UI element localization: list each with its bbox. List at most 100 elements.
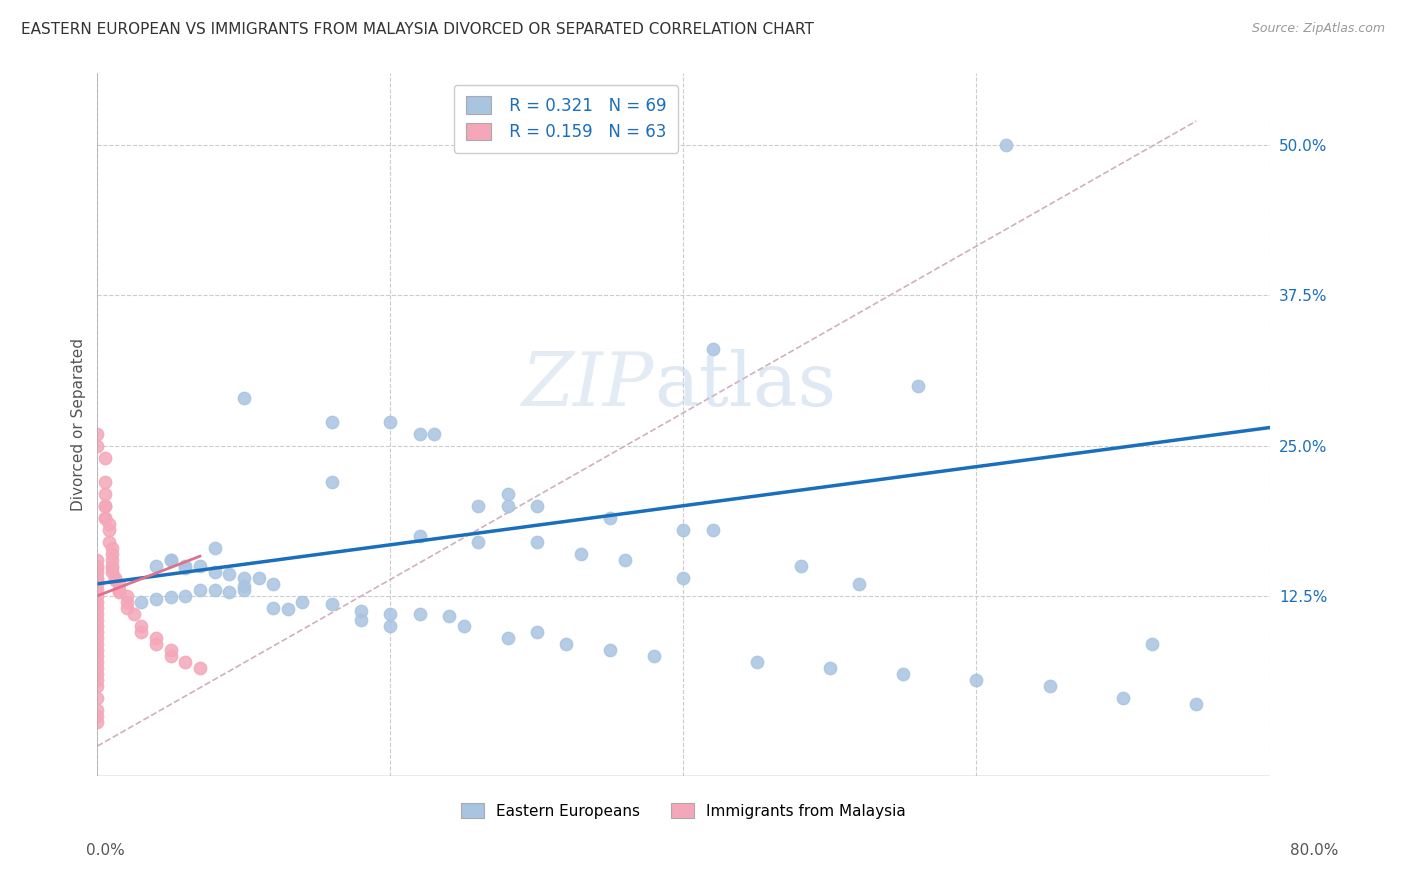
- Point: [86, 661, 108, 675]
- Point: [702, 343, 724, 357]
- Point: [159, 553, 181, 567]
- Point: [569, 547, 592, 561]
- Point: [818, 661, 841, 675]
- Point: [86, 577, 108, 591]
- Point: [380, 415, 402, 429]
- Point: [613, 553, 636, 567]
- Point: [262, 600, 284, 615]
- Point: [380, 607, 402, 621]
- Point: [159, 643, 181, 657]
- Point: [108, 577, 131, 591]
- Point: [188, 582, 211, 597]
- Point: [672, 523, 695, 537]
- Point: [218, 585, 240, 599]
- Point: [467, 499, 489, 513]
- Point: [702, 523, 724, 537]
- Point: [93, 510, 115, 524]
- Point: [86, 613, 108, 627]
- Point: [159, 590, 181, 604]
- Point: [262, 577, 284, 591]
- Text: ZIP: ZIP: [522, 350, 654, 422]
- Point: [891, 667, 914, 681]
- Point: [101, 541, 124, 555]
- Point: [496, 631, 519, 645]
- Point: [86, 691, 108, 706]
- Point: [104, 571, 127, 585]
- Point: [115, 589, 138, 603]
- Point: [848, 577, 870, 591]
- Point: [174, 561, 197, 575]
- Point: [86, 655, 108, 669]
- Point: [409, 426, 432, 441]
- Point: [86, 667, 108, 681]
- Y-axis label: Divorced or Separated: Divorced or Separated: [72, 338, 86, 511]
- Point: [86, 643, 108, 657]
- Point: [86, 565, 108, 579]
- Point: [86, 619, 108, 633]
- Point: [86, 582, 108, 597]
- Point: [101, 565, 124, 579]
- Point: [145, 592, 167, 607]
- Point: [145, 631, 167, 645]
- Point: [86, 571, 108, 585]
- Point: [93, 499, 115, 513]
- Point: [115, 600, 138, 615]
- Point: [93, 475, 115, 489]
- Legend: Eastern Europeans, Immigrants from Malaysia: Eastern Europeans, Immigrants from Malay…: [456, 797, 912, 825]
- Point: [86, 703, 108, 717]
- Point: [1185, 697, 1208, 711]
- Point: [98, 516, 121, 531]
- Point: [218, 567, 240, 582]
- Point: [145, 558, 167, 573]
- Point: [108, 582, 131, 597]
- Point: [159, 553, 181, 567]
- Point: [526, 534, 548, 549]
- Point: [145, 637, 167, 651]
- Point: [86, 439, 108, 453]
- Text: EASTERN EUROPEAN VS IMMIGRANTS FROM MALAYSIA DIVORCED OR SEPARATED CORRELATION C: EASTERN EUROPEAN VS IMMIGRANTS FROM MALA…: [21, 22, 814, 37]
- Text: atlas: atlas: [654, 349, 837, 422]
- Point: [86, 589, 108, 603]
- Point: [204, 541, 226, 555]
- Point: [599, 510, 621, 524]
- Point: [1112, 691, 1135, 706]
- Point: [907, 378, 929, 392]
- Point: [101, 553, 124, 567]
- Point: [86, 637, 108, 651]
- Point: [204, 565, 226, 579]
- Point: [409, 529, 432, 543]
- Point: [437, 609, 460, 624]
- Point: [131, 595, 153, 609]
- Point: [86, 607, 108, 621]
- Point: [174, 558, 197, 573]
- Point: [115, 595, 138, 609]
- Point: [232, 391, 254, 405]
- Point: [93, 510, 115, 524]
- Point: [526, 624, 548, 639]
- Point: [745, 655, 768, 669]
- Point: [232, 579, 254, 593]
- Text: 80.0%: 80.0%: [1291, 843, 1339, 858]
- Point: [98, 523, 121, 537]
- Point: [350, 613, 373, 627]
- Point: [321, 597, 343, 611]
- Point: [232, 582, 254, 597]
- Point: [86, 624, 108, 639]
- Point: [86, 648, 108, 663]
- Point: [1039, 679, 1062, 693]
- Point: [86, 673, 108, 687]
- Point: [86, 561, 108, 575]
- Point: [994, 138, 1017, 153]
- Point: [247, 571, 270, 585]
- Point: [131, 624, 153, 639]
- Point: [496, 486, 519, 500]
- Point: [496, 499, 519, 513]
- Point: [104, 573, 127, 587]
- Point: [86, 553, 108, 567]
- Point: [86, 679, 108, 693]
- Point: [555, 637, 578, 651]
- Point: [108, 585, 131, 599]
- Point: [277, 602, 299, 616]
- Point: [86, 600, 108, 615]
- Point: [86, 595, 108, 609]
